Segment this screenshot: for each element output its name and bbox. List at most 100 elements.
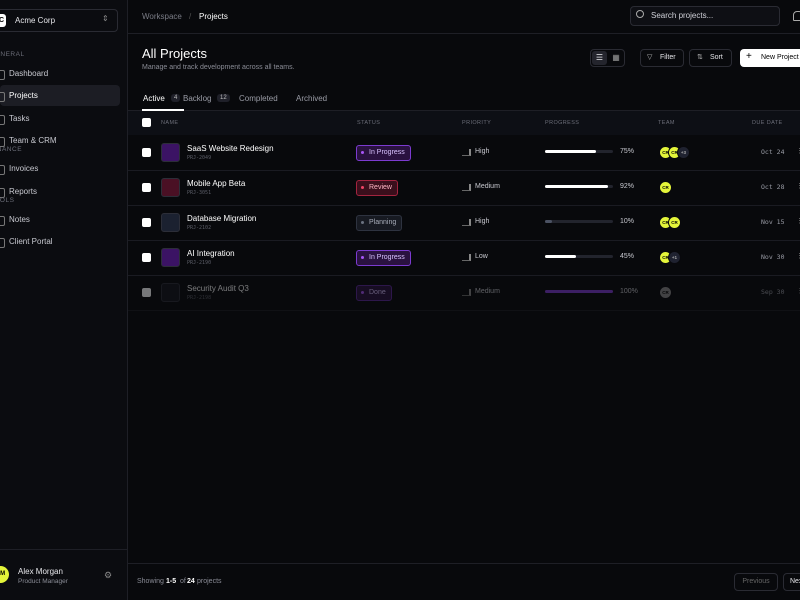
project-code: PRJ-2190 <box>187 260 211 266</box>
nav-item[interactable]: Reports <box>9 187 37 196</box>
tab[interactable]: Completed <box>239 94 278 103</box>
due-date: Nov 30 <box>761 253 784 261</box>
breadcrumb-sep: / <box>189 12 191 21</box>
table-row[interactable]: Mobile App BetaPRJ-3051ReviewMedium92%CR… <box>128 170 800 206</box>
table-row[interactable]: Database MigrationPRJ-2102PlanningHigh10… <box>128 205 800 241</box>
next-button[interactable]: Next <box>783 573 800 591</box>
nav-icon <box>0 92 5 102</box>
nav-item[interactable]: Client Portal <box>9 237 53 246</box>
priority-label: High <box>475 218 489 225</box>
header-checkbox[interactable] <box>142 118 151 127</box>
grid-view[interactable]: ▦ <box>609 51 623 65</box>
row-checkbox[interactable] <box>142 148 151 157</box>
settings-icon[interactable]: ⚙ <box>104 570 112 581</box>
page-subtitle: Manage and track development across all … <box>142 64 295 71</box>
nav-item[interactable]: Team & CRM <box>9 136 57 145</box>
row-menu[interactable]: ⋮ <box>796 147 800 155</box>
chevron: ⇕ <box>102 14 109 23</box>
list-view[interactable]: ☰ <box>592 51 607 65</box>
tab[interactable]: Backlog <box>183 94 211 103</box>
row-menu[interactable]: ⋮ <box>796 182 800 190</box>
priority-label: Low <box>475 253 488 260</box>
priority-icon <box>462 184 471 191</box>
status-dot <box>361 151 364 154</box>
nav-item[interactable]: Notes <box>9 215 30 224</box>
bell-icon[interactable] <box>793 11 800 21</box>
project-icon <box>161 213 180 232</box>
priority-icon <box>462 219 471 226</box>
project-icon <box>161 248 180 267</box>
column-header: NAME <box>161 120 179 126</box>
table-row[interactable]: AI IntegrationPRJ-2190In ProgressLow45%C… <box>128 240 800 276</box>
table-row[interactable]: Security Audit Q3PRJ-2198DoneMedium100%C… <box>128 275 800 311</box>
due-date: Oct 28 <box>761 183 784 191</box>
pagination-text: projects <box>197 578 222 585</box>
breadcrumb-item: Projects <box>199 12 228 21</box>
row-checkbox[interactable] <box>142 253 151 262</box>
priority-label: Medium <box>475 288 500 295</box>
due-date: Oct 24 <box>761 148 784 156</box>
row-checkbox[interactable] <box>142 288 151 297</box>
page-title: All Projects <box>142 46 207 61</box>
column-header: PRIORITY <box>462 120 491 126</box>
search-placeholder: Search projects... <box>651 11 713 20</box>
progress-label: 10% <box>620 218 634 225</box>
row-menu[interactable]: ⋮ <box>796 217 800 225</box>
nav-item[interactable]: Tasks <box>9 114 29 123</box>
nav-item[interactable]: Dashboard <box>9 69 48 78</box>
team-avatar: +3 <box>677 146 690 159</box>
tab[interactable]: Active <box>143 94 165 103</box>
project-code: PRJ-2102 <box>187 225 211 231</box>
progress-label: 45% <box>620 253 634 260</box>
section-title: TOOLS <box>0 197 14 204</box>
column-header: STATUS <box>357 120 380 126</box>
project-name: AI Integration <box>187 249 235 258</box>
status-dot <box>361 291 364 294</box>
progress-bar <box>545 185 608 188</box>
workspace-logo: AC <box>0 14 6 27</box>
nav-item[interactable]: Projects <box>9 91 38 100</box>
nav-icon <box>0 165 5 175</box>
search-icon <box>636 10 644 18</box>
row-menu[interactable]: ⋮ <box>796 287 800 295</box>
prev-button[interactable]: Previous <box>734 573 778 591</box>
project-name: Database Migration <box>187 214 256 223</box>
row-checkbox[interactable] <box>142 183 151 192</box>
footer-line <box>128 563 800 564</box>
priority-icon <box>462 254 471 261</box>
row-checkbox[interactable] <box>142 218 151 227</box>
pagination-text: Showing <box>137 578 164 585</box>
progress-label: 92% <box>620 183 634 190</box>
priority-label: High <box>475 148 489 155</box>
section-title: GENERAL <box>0 51 25 58</box>
priority-icon <box>462 149 471 156</box>
status-dot <box>361 256 364 259</box>
status-badge: In Progress <box>356 145 411 161</box>
nav-item[interactable]: Invoices <box>9 164 38 173</box>
sort-icon: ⇅ <box>697 53 703 61</box>
filter-icon: ▽ <box>647 53 652 61</box>
tab[interactable]: Archived <box>296 94 327 103</box>
project-name: SaaS Website Redesign <box>187 144 274 153</box>
breadcrumb-item[interactable]: Workspace <box>142 12 182 21</box>
row-menu[interactable]: ⋮ <box>796 252 800 260</box>
progress-label: 100% <box>620 288 638 295</box>
column-header: TEAM <box>658 120 675 126</box>
team-avatar: CR <box>659 286 672 299</box>
nav-icon <box>0 216 5 226</box>
status-dot <box>361 221 364 224</box>
progress-bar <box>545 150 596 153</box>
progress-bar <box>545 255 576 258</box>
project-code: PRJ-3051 <box>187 190 211 196</box>
table-row[interactable]: SaaS Website Redesign PRJ-2049 In Progress… <box>128 135 800 171</box>
due-date: Nov 15 <box>761 218 784 226</box>
progress-bar <box>545 290 613 293</box>
team-avatar: CR <box>668 216 681 229</box>
sidebar-footer-line <box>0 549 127 550</box>
sort-label: Sort <box>710 54 723 61</box>
project-icon <box>161 178 180 197</box>
priority-label: Medium <box>475 183 500 190</box>
project-code: PRJ-2049 <box>187 155 211 161</box>
tab-count: 12 <box>217 94 230 102</box>
